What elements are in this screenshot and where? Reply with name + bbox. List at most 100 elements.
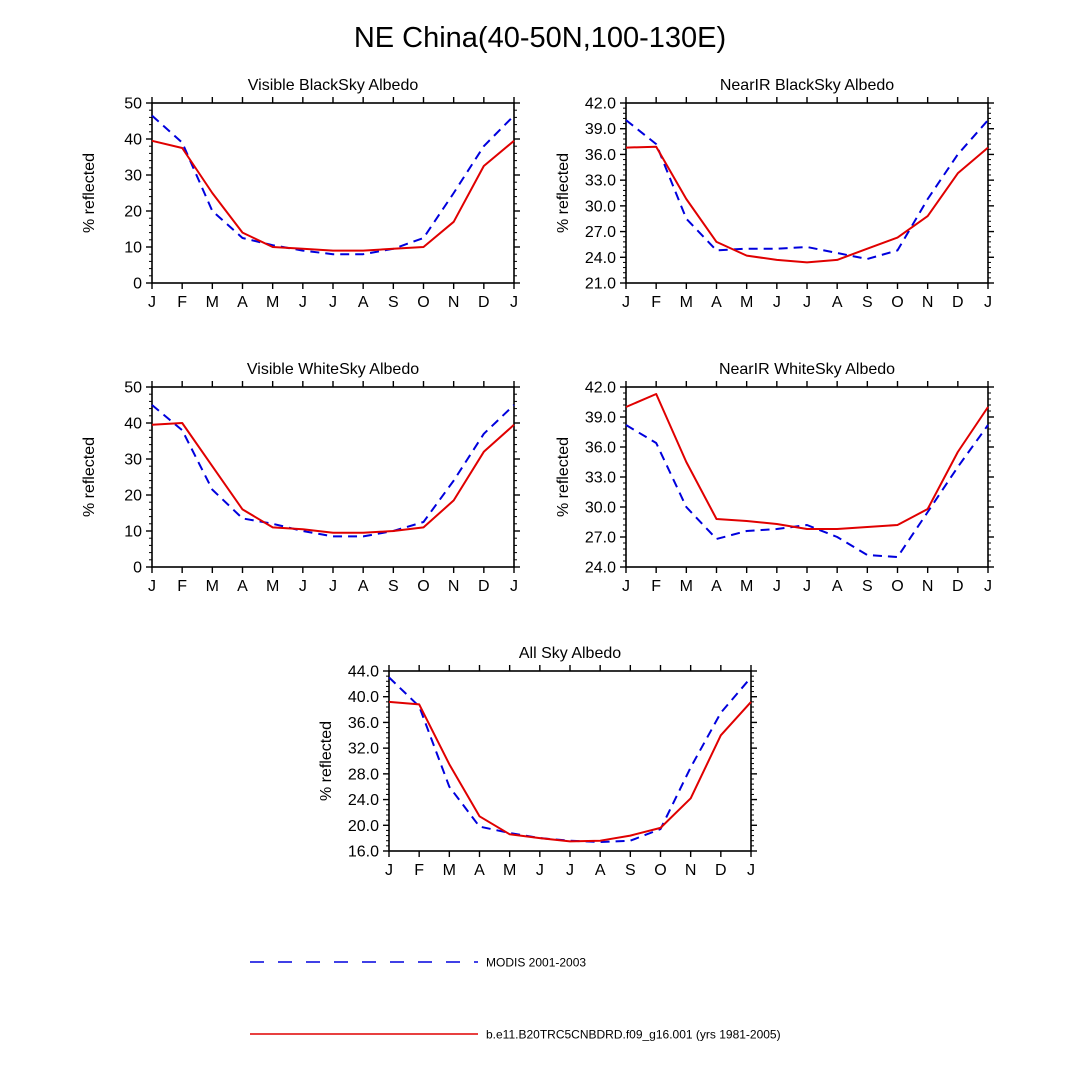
series-line-model [151,139,515,252]
y-tick-label: 0 [133,276,142,293]
y-axis-label: % reflected [555,153,572,233]
x-tick-label: A [358,578,369,595]
y-tick-label: 40.0 [348,689,379,706]
series-line-modis [151,404,515,538]
x-tick-label: S [625,862,636,879]
y-axis-label: % reflected [81,153,98,233]
x-tick-label: S [862,294,873,311]
x-tick-label: O [417,294,429,311]
x-tick-label: O [891,294,903,311]
y-tick-label: 50 [124,96,142,113]
y-tick-label: 24.0 [348,792,379,809]
series-line-modis [388,676,752,843]
y-tick-label: 30.0 [585,500,616,517]
y-tick-label: 33.0 [585,470,616,487]
chart-title: Visible WhiteSky Albedo [247,361,419,378]
y-tick-label: 10 [124,524,142,541]
x-tick-label: A [711,578,722,595]
x-tick-label: O [654,862,666,879]
x-tick-label: N [922,578,934,595]
x-tick-label: F [414,862,424,879]
y-tick-label: 20.0 [348,818,379,835]
x-tick-label: J [984,294,992,311]
y-tick-label: 40 [124,416,142,433]
y-tick-label: 30 [124,168,142,185]
plot-frame [625,386,989,568]
y-tick-label: 24.0 [585,250,616,267]
series-line-model [625,145,989,264]
x-tick-label: J [299,578,307,595]
x-tick-label: J [622,578,630,595]
x-tick-label: J [385,862,393,879]
x-tick-label: M [443,862,456,879]
legend-label-model: b.e11.B20TRC5CNBDRD.f09_g16.001 (yrs 198… [486,1028,781,1042]
x-tick-label: M [206,578,219,595]
y-tick-label: 21.0 [585,276,616,293]
y-tick-label: 32.0 [348,741,379,758]
x-tick-label: J [148,578,156,595]
y-axis-label: % reflected [318,721,335,801]
x-tick-label: A [237,578,248,595]
y-tick-label: 0 [133,560,142,577]
x-tick-label: A [474,862,485,879]
series-line-model [388,700,752,843]
x-tick-label: M [680,578,693,595]
x-tick-label: J [510,294,518,311]
x-tick-label: M [680,294,693,311]
x-tick-label: A [832,578,843,595]
x-tick-label: J [984,578,992,595]
chart-title: NearIR BlackSky Albedo [720,77,894,94]
chart-visible-blacksky: Visible BlackSky Albedo % reflected J F M A M J… [81,77,520,311]
y-tick-label: 20 [124,204,142,221]
y-tick-label: 36.0 [348,715,379,732]
plot-frame [388,670,752,852]
x-tick-label: J [566,862,574,879]
x-tick-label: O [417,578,429,595]
x-tick-label: F [177,578,187,595]
chart-nearir-whitesky: NearIR WhiteSky Albedo % reflected J F M A M J J… [555,361,994,595]
y-tick-label: 39.0 [585,410,616,427]
x-tick-label: M [266,294,279,311]
x-tick-label: F [651,294,661,311]
y-tick-label: 42.0 [585,380,616,397]
y-tick-label: 36.0 [585,440,616,457]
x-tick-label: J [747,862,755,879]
y-tick-label: 24.0 [585,560,616,577]
x-tick-label: N [448,578,460,595]
y-tick-label: 10 [124,240,142,257]
legend-label-modis: MODIS 2001-2003 [486,956,586,970]
x-tick-label: F [651,578,661,595]
y-tick-label: 40 [124,132,142,149]
y-tick-label: 42.0 [585,96,616,113]
x-tick-label: S [388,294,399,311]
x-tick-label: D [478,294,490,311]
y-tick-label: 50 [124,380,142,397]
y-tick-label: 33.0 [585,173,616,190]
y-tick-label: 20 [124,488,142,505]
x-tick-label: A [237,294,248,311]
chart-visible-whitesky: Visible WhiteSky Albedo % reflected J F M A M J… [81,361,520,595]
x-tick-label: S [388,578,399,595]
chart-title: Visible BlackSky Albedo [248,77,419,94]
y-tick-label: 27.0 [585,530,616,547]
plot-frame [625,102,989,284]
chart-allsky: All Sky Albedo % reflected J F M A M J J A S O N D J 16… [318,645,757,879]
x-tick-label: S [862,578,873,595]
x-tick-label: M [503,862,516,879]
x-tick-label: J [299,294,307,311]
y-tick-label: 30 [124,452,142,469]
x-tick-label: O [891,578,903,595]
x-tick-label: J [622,294,630,311]
y-tick-label: 28.0 [348,766,379,783]
x-tick-label: N [448,294,460,311]
x-tick-label: D [952,578,964,595]
series-line-modis [151,114,515,256]
chart-title: All Sky Albedo [519,645,621,662]
y-tick-label: 39.0 [585,121,616,138]
x-tick-label: J [536,862,544,879]
x-tick-label: A [832,294,843,311]
series-line-model [625,393,989,530]
series-line-modis [625,424,989,558]
y-axis-label: % reflected [555,437,572,517]
